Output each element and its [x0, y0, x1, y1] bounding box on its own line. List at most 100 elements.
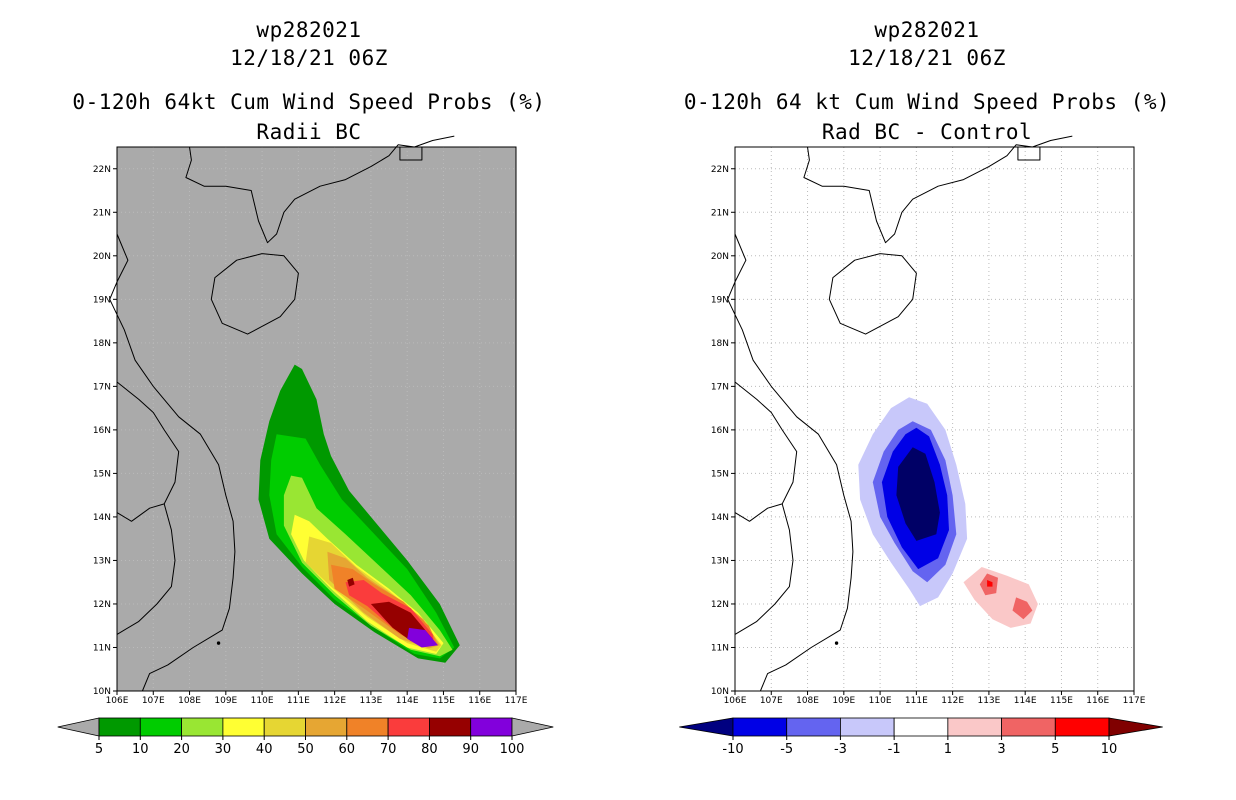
- right-title-date: 12/18/21 06Z: [848, 46, 1006, 70]
- right-lat-label: 21N: [711, 208, 729, 218]
- right-colorbar-swatch: [1001, 717, 1056, 737]
- right-lat-label: 13N: [711, 556, 729, 566]
- right-colorbar-label: -3: [834, 742, 847, 757]
- left-title-subtitle: Radii BC: [256, 120, 362, 144]
- left-lat-label: 15N: [93, 469, 111, 479]
- left-colorbar-swatch: [305, 717, 348, 737]
- right-lon-label: 116E: [1086, 696, 1109, 706]
- right-china-coast: [803, 135, 1073, 244]
- left-colorbar-label: 100: [500, 742, 525, 757]
- left-border-line: [116, 503, 165, 522]
- left-title-date: 12/18/21 06Z: [230, 46, 388, 70]
- left-lat-label: 18N: [93, 339, 111, 349]
- left-lat-label: 14N: [93, 513, 111, 523]
- left-colorbar-swatch: [263, 717, 306, 737]
- right-small-island: [834, 641, 839, 645]
- left-lon-label: 114E: [396, 696, 419, 706]
- right-colorbar-swatch: [732, 717, 788, 737]
- right-lat-label: 17N: [711, 382, 729, 392]
- right-lon-label: 117E: [1123, 696, 1146, 706]
- right-colorbar-high-arrow: [1108, 717, 1163, 737]
- right-colorbar-swatch: [1054, 717, 1110, 737]
- left-map-frame: [116, 146, 517, 692]
- right-map-frame: [734, 146, 1135, 692]
- right-lon-label: 110E: [869, 696, 892, 706]
- left-colorbar-swatch: [139, 717, 183, 737]
- right-lon-label: 111E: [905, 696, 928, 706]
- left-lon-label: 107E: [142, 696, 165, 706]
- left-colorbar-label: 50: [297, 742, 314, 757]
- left-lon-label: 112E: [323, 696, 346, 706]
- left-lat-label: 16N: [93, 426, 111, 436]
- left-lat-label: 21N: [93, 208, 111, 218]
- right-colorbar-low-arrow: [679, 717, 734, 737]
- left-lat-label: 20N: [93, 252, 111, 262]
- right-title-product: 0-120h 64 kt Cum Wind Speed Probs (%): [683, 90, 1171, 114]
- left-lon-label: 117E: [505, 696, 528, 706]
- right-lon-label: 107E: [760, 696, 783, 706]
- left-lat-label: 13N: [93, 556, 111, 566]
- right-colorbar-label: 5: [1051, 742, 1059, 757]
- left-lon-label: 113E: [359, 696, 382, 706]
- left-small-island: [216, 641, 221, 645]
- left-lon-label: 108E: [178, 696, 201, 706]
- right-colorbar-label: -10: [722, 742, 743, 757]
- left-probability-contours: [258, 364, 460, 663]
- left-colorbar-label: 70: [380, 742, 397, 757]
- left-colorbar-swatch: [98, 717, 141, 737]
- left-colorbar-swatch: [346, 717, 389, 737]
- right-lat-label: 10N: [711, 687, 729, 697]
- right-lat-label: 16N: [711, 426, 729, 436]
- right-colorbar-swatch: [893, 717, 949, 737]
- left-colorbar-label: 80: [421, 742, 438, 757]
- left-colorbar-label: 30: [215, 742, 232, 757]
- left-colorbar-label: 5: [95, 742, 103, 757]
- right-lon-label: 113E: [977, 696, 1000, 706]
- right-panel: wp282021 12/18/21 06Z 0-120h 64 kt Cum W…: [618, 0, 1236, 800]
- right-difference-band: [1012, 597, 1033, 620]
- right-coastlines: [727, 135, 1073, 692]
- left-lat-label: 17N: [93, 382, 111, 392]
- right-difference-contours: [858, 397, 1038, 628]
- right-colorbar-swatch: [786, 717, 841, 737]
- right-lat-label: 20N: [711, 252, 729, 262]
- right-map-figure: 22N21N20N19N18N17N16N15N14N13N12N11N10N1…: [679, 135, 1163, 757]
- left-lon-label: 116E: [468, 696, 491, 706]
- right-lat-label: 11N: [711, 643, 729, 653]
- left-colorbar-swatch: [181, 717, 224, 737]
- left-vietnam-coast: [109, 233, 236, 692]
- right-border-line: [734, 381, 798, 635]
- left-lon-label: 115E: [432, 696, 455, 706]
- right-title-subtitle: Rad BC - Control: [821, 120, 1033, 144]
- left-colorbar-label: 60: [339, 742, 356, 757]
- left-map-figure: 22N21N20N19N18N17N16N15N14N13N12N11N10N1…: [57, 135, 554, 757]
- left-colorbar-low-arrow: [57, 717, 100, 737]
- left-lat-label: 19N: [93, 295, 111, 305]
- left-colorbar-swatch: [222, 717, 265, 737]
- right-lon-label: 106E: [724, 696, 747, 706]
- right-colorbar-label: -1: [888, 742, 901, 757]
- left-colorbar-swatch: [428, 717, 472, 737]
- right-lon-label: 115E: [1050, 696, 1073, 706]
- left-lat-label: 11N: [93, 643, 111, 653]
- right-lat-label: 22N: [711, 165, 729, 175]
- left-lon-label: 106E: [106, 696, 129, 706]
- left-china-coast: [185, 135, 455, 244]
- right-vietnam-coast: [727, 233, 854, 692]
- left-lat-label: 10N: [93, 687, 111, 697]
- left-probability-band: [347, 577, 355, 587]
- left-lat-label: 12N: [93, 600, 111, 610]
- right-hainan-island: [828, 253, 917, 335]
- right-difference-band: [896, 447, 940, 541]
- right-colorbar-label: 10: [1101, 742, 1118, 757]
- left-lon-label: 110E: [251, 696, 274, 706]
- left-lon-label: 109E: [214, 696, 237, 706]
- right-colorbar-swatch: [947, 717, 1002, 737]
- left-hainan-island: [210, 253, 299, 335]
- right-lon-label: 114E: [1014, 696, 1037, 706]
- right-lat-label: 15N: [711, 469, 729, 479]
- left-colorbar-label: 40: [256, 742, 273, 757]
- left-panel: wp282021 12/18/21 06Z 0-120h 64kt Cum Wi…: [57, 18, 554, 757]
- right-lat-label: 14N: [711, 513, 729, 523]
- left-colorbar-label: 20: [173, 742, 190, 757]
